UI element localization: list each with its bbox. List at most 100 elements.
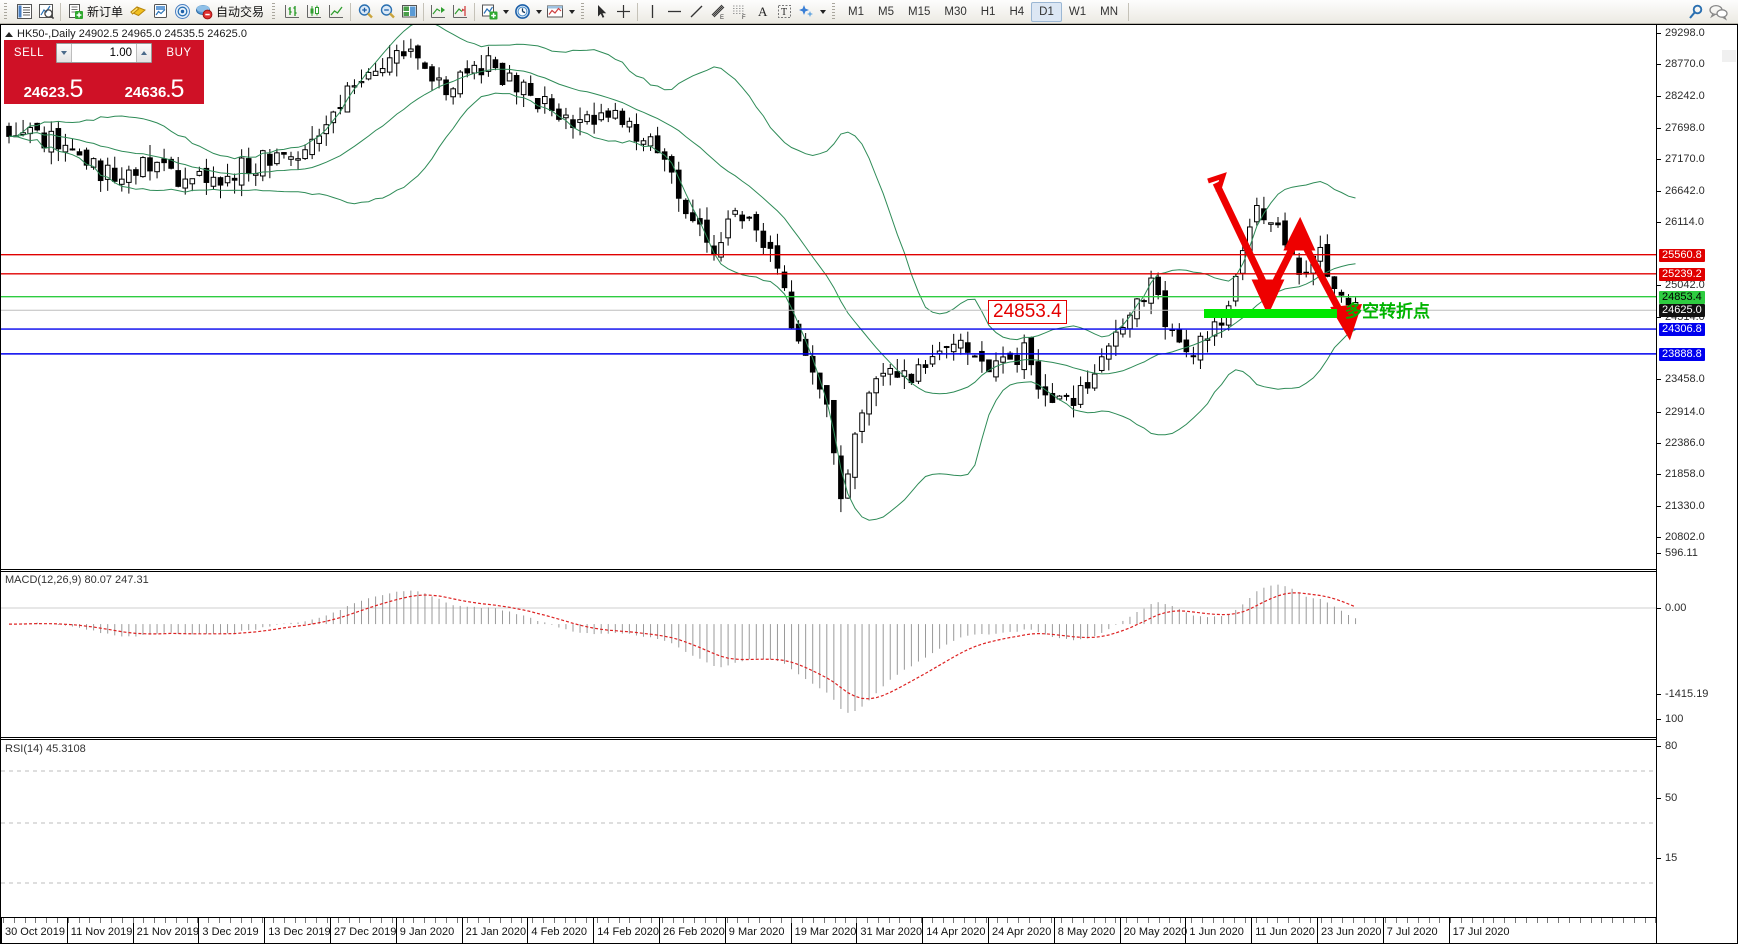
- trendline-icon[interactable]: [685, 1, 707, 23]
- period-dropdown-arrow[interactable]: [533, 1, 544, 23]
- toolbar-grip[interactable]: [3, 2, 10, 21]
- add-indicator-dropdown-arrow[interactable]: [500, 1, 511, 23]
- price-callout-label[interactable]: 24853.4: [988, 300, 1067, 324]
- pane-divider-rsi[interactable]: [1, 737, 1656, 740]
- time-axis[interactable]: 30 Oct 2019 11 Nov 2019 21 Nov 2019 3 Dec 2…: [1, 917, 1657, 944]
- new-order-icon[interactable]: [64, 1, 86, 23]
- crosshair-icon[interactable]: [612, 1, 634, 23]
- support-zone-rectangle[interactable]: [1204, 309, 1337, 318]
- period-clock-icon[interactable]: [511, 1, 533, 23]
- volume-stepper[interactable]: 1.00: [56, 43, 152, 63]
- text-label-icon[interactable]: T: [773, 1, 795, 23]
- time-axis-minor-tick: [229, 918, 231, 923]
- timeframe-m5[interactable]: M5: [878, 5, 894, 18]
- tile-windows-icon[interactable]: [398, 1, 420, 23]
- shapes-icon[interactable]: [795, 1, 817, 23]
- chart-window[interactable]: HK50-,Daily 24902.5 24965.0 24535.5 2462…: [0, 24, 1738, 944]
- time-axis-minor-tick: [510, 918, 512, 923]
- time-axis-minor-tick: [964, 918, 966, 923]
- text-icon[interactable]: A: [751, 1, 773, 23]
- price-level-label-resistance[interactable]: 25560.8: [1659, 248, 1705, 262]
- time-axis-minor-tick: [402, 918, 404, 923]
- bar-chart-icon[interactable]: [281, 1, 303, 23]
- price-level-label-last-price[interactable]: 24625.0: [1659, 304, 1705, 318]
- macd-signal-line: [9, 592, 1356, 700]
- sell-button[interactable]: SELL: [13, 47, 45, 59]
- strategy-tester-icon[interactable]: [149, 1, 171, 23]
- sell-price-integer: 24623: [23, 84, 66, 101]
- timeframe-w1[interactable]: W1: [1068, 5, 1087, 18]
- toolbar-grip-2[interactable]: [271, 2, 279, 21]
- one-click-trading-panel[interactable]: SELL 1.00 BUY 24623 . 5 24636 . 5: [4, 40, 204, 104]
- time-axis-minor-tick: [1385, 918, 1387, 923]
- timeframe-h4[interactable]: H4: [1009, 5, 1025, 18]
- time-axis-label: 14 Apr 2020: [926, 926, 986, 938]
- search-icon[interactable]: [1684, 1, 1706, 23]
- time-axis-minor-tick: [715, 918, 717, 923]
- timeframe-m30[interactable]: M30: [944, 5, 967, 18]
- time-axis-minor-tick: [1007, 918, 1009, 923]
- toolbar-grip-3[interactable]: [580, 2, 588, 21]
- price-level-label-resistance[interactable]: 25239.2: [1659, 267, 1705, 281]
- time-axis-minor-tick: [759, 918, 760, 923]
- timeframe-mn[interactable]: MN: [1100, 5, 1118, 18]
- vertical-line-icon[interactable]: [641, 1, 663, 23]
- chart-collapse-icon[interactable]: [5, 31, 13, 37]
- equidistant-channel-icon[interactable]: E: [707, 1, 729, 23]
- time-axis-minor-tick: [942, 918, 944, 923]
- zoom-out-icon[interactable]: [376, 1, 398, 23]
- time-axis-minor-tick: [499, 918, 501, 923]
- pane-divider-macd[interactable]: [1, 569, 1656, 572]
- cursor-icon[interactable]: [590, 1, 612, 23]
- chat-icon[interactable]: [1706, 1, 1730, 23]
- price-level-label-support[interactable]: 24853.4: [1659, 290, 1705, 304]
- zoom-in-icon[interactable]: [354, 1, 376, 23]
- time-axis-minor-tick: [1050, 918, 1052, 923]
- data-window-icon[interactable]: [35, 1, 57, 23]
- macd-chart-svg: [1, 584, 1656, 713]
- bollinger-up-band: [9, 25, 1356, 341]
- line-chart-icon[interactable]: [325, 1, 347, 23]
- timeframe-m15[interactable]: M15: [908, 5, 931, 18]
- sell-price[interactable]: 24623 . 5: [4, 66, 103, 102]
- templates-icon[interactable]: [544, 1, 566, 23]
- candlestick-chart-icon[interactable]: [303, 1, 325, 23]
- time-axis-minor-tick: [1201, 918, 1203, 923]
- svg-text:T: T: [781, 7, 787, 18]
- signals-icon[interactable]: [171, 1, 193, 23]
- price-chart-pane[interactable]: 24853.4 多空转折点: [1, 25, 1656, 569]
- time-axis-minor-tick: [834, 918, 836, 923]
- new-order-label[interactable]: 新订单: [87, 4, 124, 19]
- rsi-pane[interactable]: RSI(14) 45.3108: [1, 741, 1656, 917]
- price-level-label-support[interactable]: 23888.8: [1659, 347, 1705, 361]
- autotrading-label[interactable]: 自动交易: [216, 4, 265, 19]
- auto-scroll-icon[interactable]: [427, 1, 449, 23]
- buy-price[interactable]: 24636 . 5: [105, 66, 204, 102]
- timeframe-m1[interactable]: M1: [848, 5, 865, 18]
- time-axis-minor-tick: [1655, 918, 1657, 923]
- price-axis[interactable]: 29298.0 28770.0 28242.0 27698.0 27170.0 26642…: [1656, 25, 1737, 943]
- volume-value[interactable]: 1.00: [109, 47, 132, 59]
- shapes-dropdown-arrow[interactable]: [817, 1, 828, 23]
- add-indicator-icon[interactable]: [478, 1, 500, 23]
- timeframe-d1[interactable]: D1: [1031, 1, 1062, 22]
- timeframe-h1[interactable]: H1: [980, 5, 996, 18]
- horizontal-line-icon[interactable]: [663, 1, 685, 23]
- chinese-annotation-text[interactable]: 多空转折点: [1345, 302, 1430, 321]
- bollinger-mid-band: [9, 68, 1356, 395]
- fibonacci-retracement-icon[interactable]: F: [729, 1, 751, 23]
- time-axis-minor-tick: [1137, 918, 1138, 923]
- autotrading-icon[interactable]: [193, 1, 215, 23]
- macd-pane[interactable]: MACD(12,26,9) 80.07 247.31: [1, 572, 1656, 737]
- volume-decrease-button[interactable]: [57, 44, 72, 62]
- volume-increase-button[interactable]: [136, 44, 151, 62]
- templates-dropdown-arrow[interactable]: [566, 1, 577, 23]
- buy-button[interactable]: BUY: [166, 47, 192, 59]
- price-level-label-support[interactable]: 24306.8: [1659, 323, 1705, 337]
- mql5-community-icon[interactable]: [127, 1, 149, 23]
- chart-shift-icon[interactable]: [449, 1, 471, 23]
- toolbar-grip-4[interactable]: [831, 2, 839, 21]
- price-tick: 25042.0: [1657, 280, 1705, 291]
- time-axis-minor-tick: [877, 918, 879, 923]
- market-watch-icon[interactable]: [13, 1, 35, 23]
